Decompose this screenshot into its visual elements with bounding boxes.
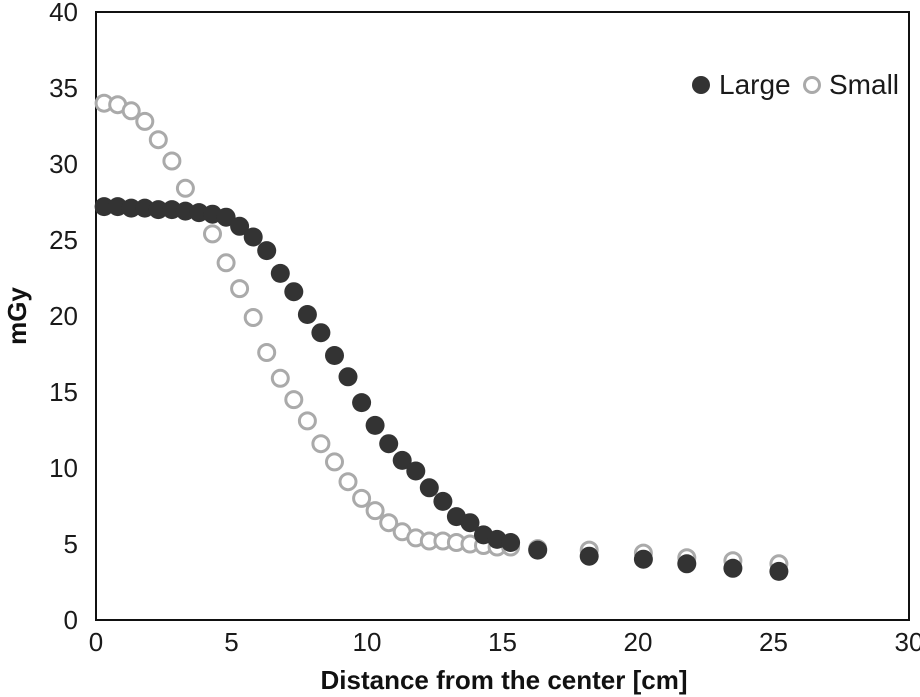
data-point-small: [148, 130, 168, 150]
data-point-large: [677, 554, 697, 574]
y-tick-label: 40: [49, 0, 78, 27]
data-point-large: [419, 478, 439, 498]
data-point-small: [325, 452, 344, 472]
y-tick-label: 5: [64, 529, 78, 559]
data-point-small: [365, 501, 385, 521]
y-tick-label: 35: [49, 73, 78, 103]
x-tick-label: 20: [624, 627, 653, 657]
data-point-large: [433, 491, 453, 511]
y-axis-ticks: 0 5 10 15 20 25 30 35 40: [49, 0, 78, 635]
data-point-large: [121, 198, 141, 218]
y-tick-label: 25: [49, 225, 78, 255]
data-point-small: [379, 513, 399, 533]
legend-marker-small: [803, 76, 821, 94]
data-point-large: [257, 241, 277, 261]
y-tick-label: 20: [49, 301, 78, 331]
data-point-large: [365, 415, 385, 435]
data-point-large: [379, 434, 399, 454]
legend-label-small: Small: [829, 69, 899, 100]
data-point-small: [230, 279, 250, 299]
x-tick-label: 30: [895, 627, 920, 657]
data-point-large: [460, 513, 480, 533]
data-point-large: [270, 263, 290, 283]
data-point-large: [216, 207, 236, 227]
data-point-small: [270, 368, 290, 388]
x-tick-label: 0: [89, 627, 103, 657]
data-point-small: [216, 253, 236, 273]
x-tick-label: 5: [224, 627, 238, 657]
y-axis-title: mGy: [2, 287, 32, 345]
data-point-small: [121, 101, 141, 121]
data-point-small: [338, 472, 358, 492]
legend-marker-large: [692, 76, 710, 94]
data-point-small: [203, 224, 222, 244]
legend: Large Small: [692, 69, 899, 100]
data-point-large: [94, 197, 114, 217]
x-axis-title: Distance from the center [cm]: [321, 665, 688, 695]
data-point-large: [352, 393, 372, 413]
data-point-small: [135, 111, 155, 131]
data-point-small: [243, 308, 263, 327]
data-point-small: [175, 178, 195, 198]
y-tick-label: 30: [49, 149, 78, 179]
data-point-large: [392, 450, 412, 470]
data-point-small: [297, 411, 317, 431]
data-point-large: [284, 282, 304, 302]
data-point-large: [769, 561, 789, 581]
data-point-large: [230, 216, 250, 236]
x-axis-ticks: 0 5 10 15 20 25 30: [89, 627, 920, 657]
data-points: [94, 93, 789, 581]
x-tick-label: 10: [353, 627, 382, 657]
data-point-small: [162, 151, 182, 171]
data-point-large: [406, 461, 426, 481]
data-point-large: [243, 227, 263, 247]
x-tick-label: 15: [488, 627, 517, 657]
data-point-large: [579, 546, 599, 566]
data-point-large: [311, 323, 331, 343]
data-point-large: [528, 540, 548, 560]
legend-label-large: Large: [719, 69, 791, 100]
data-point-small: [257, 343, 277, 362]
data-point-large: [338, 367, 358, 387]
data-point-large: [325, 346, 344, 365]
data-point-large: [148, 200, 168, 220]
y-tick-label: 15: [49, 377, 78, 407]
data-point-small: [352, 488, 372, 508]
data-point-large: [501, 533, 521, 552]
plot-frame: [95, 11, 910, 621]
data-point-large: [633, 549, 653, 569]
data-point-large: [297, 305, 317, 324]
data-point-large: [723, 558, 743, 578]
y-tick-label: 0: [64, 605, 78, 635]
data-point-small: [311, 434, 331, 454]
x-tick-label: 25: [759, 627, 788, 657]
data-point-small: [284, 390, 304, 410]
y-tick-label: 10: [49, 453, 78, 483]
